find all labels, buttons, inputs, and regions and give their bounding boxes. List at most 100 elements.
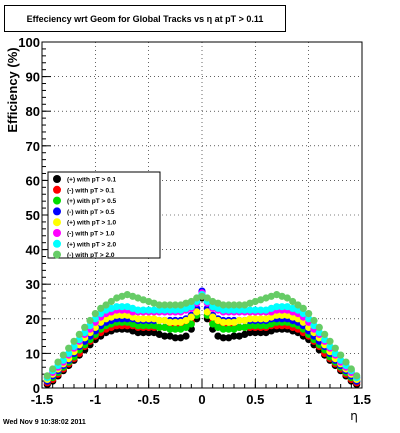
y-tick-label: 100 xyxy=(18,35,40,50)
data-point xyxy=(342,358,350,366)
data-point xyxy=(347,365,355,373)
data-point xyxy=(145,306,153,314)
data-point xyxy=(134,329,142,337)
data-point xyxy=(246,329,254,337)
data-point xyxy=(219,334,227,342)
data-point xyxy=(187,320,195,328)
data-point xyxy=(235,306,243,314)
data-point xyxy=(278,303,286,311)
data-point xyxy=(225,306,233,314)
y-tick-label: 50 xyxy=(26,208,40,223)
data-point xyxy=(139,296,147,304)
data-point xyxy=(219,301,227,309)
legend-marker xyxy=(53,196,61,205)
data-point xyxy=(315,329,323,337)
data-point xyxy=(246,306,254,314)
data-point xyxy=(161,332,169,340)
data-point xyxy=(209,320,217,328)
data-point xyxy=(326,337,334,345)
data-point xyxy=(166,318,174,326)
data-point xyxy=(203,308,211,316)
data-point xyxy=(251,306,259,314)
data-point xyxy=(139,329,147,337)
x-tick-label: -0.5 xyxy=(137,392,159,407)
footer-timestamp: Wed Nov 9 10:38:02 2011 xyxy=(3,419,86,426)
axes: -1.5 -1 -0.5 0 0.5 1 1.5 0 10 20 30 40 50 60 70 80 90 100 xyxy=(18,35,371,407)
data-point xyxy=(187,313,195,321)
data-point xyxy=(166,325,174,333)
data-point xyxy=(123,291,131,299)
data-point xyxy=(91,310,99,318)
data-point xyxy=(283,311,291,319)
legend-box xyxy=(47,171,161,259)
data-point xyxy=(251,329,259,337)
data-point xyxy=(171,334,179,342)
data-point xyxy=(257,322,265,330)
data-point xyxy=(97,310,105,318)
data-point xyxy=(107,304,115,312)
y-tick-label: 0 xyxy=(33,381,40,396)
data-point xyxy=(75,330,83,338)
data-point xyxy=(331,344,339,352)
data-point xyxy=(54,358,62,366)
data-point xyxy=(102,301,110,309)
data-point xyxy=(235,301,243,309)
data-point xyxy=(267,327,275,335)
data-point xyxy=(283,303,291,311)
data-point xyxy=(113,311,121,319)
data-point xyxy=(59,351,67,359)
y-tick-label: 70 xyxy=(26,139,40,154)
data-point xyxy=(145,322,153,330)
data-point xyxy=(113,303,121,311)
data-point xyxy=(134,315,142,323)
data-point xyxy=(219,325,227,333)
data-point xyxy=(299,318,307,326)
x-tick-label: 0 xyxy=(198,392,205,407)
data-point xyxy=(235,316,243,325)
data-point xyxy=(203,294,211,302)
data-point xyxy=(182,316,190,325)
data-point xyxy=(267,292,275,300)
data-point xyxy=(139,315,147,323)
x-tick-label: 0.5 xyxy=(246,392,264,407)
x-tick-label: 1.5 xyxy=(353,392,371,407)
data-point xyxy=(81,323,89,331)
data-point xyxy=(49,365,57,373)
data-point xyxy=(65,344,73,352)
data-point xyxy=(299,310,307,318)
data-point xyxy=(166,301,174,309)
y-tick-label: 90 xyxy=(26,70,40,85)
legend-marker xyxy=(53,239,61,248)
data-point xyxy=(267,304,275,312)
x-tick-label: 1 xyxy=(305,392,312,407)
data-point xyxy=(337,351,345,359)
data-point xyxy=(257,315,265,323)
data-point xyxy=(171,325,179,333)
legend-marker xyxy=(53,185,61,194)
data-point xyxy=(123,303,131,311)
data-point xyxy=(134,322,142,330)
data-point xyxy=(161,301,169,309)
data-point xyxy=(251,322,259,330)
data-point xyxy=(150,306,158,314)
data-point xyxy=(43,372,51,380)
data-point xyxy=(171,306,179,314)
data-point xyxy=(230,301,238,309)
data-point xyxy=(139,322,147,330)
chart-title: Effeciency wrt Geom for Global Tracks vs… xyxy=(4,5,286,32)
data-point xyxy=(97,304,105,312)
data-point xyxy=(230,332,238,340)
data-point xyxy=(315,323,323,331)
data-point xyxy=(225,301,233,309)
data-point xyxy=(235,323,243,331)
data-point xyxy=(107,297,115,306)
x-axis-label: η xyxy=(350,409,358,423)
data-point xyxy=(353,372,361,380)
data-point xyxy=(145,329,153,337)
data-point xyxy=(182,332,190,340)
data-point xyxy=(118,303,126,311)
data-point xyxy=(299,304,307,312)
data-point xyxy=(225,318,233,326)
legend-marker xyxy=(53,207,61,216)
